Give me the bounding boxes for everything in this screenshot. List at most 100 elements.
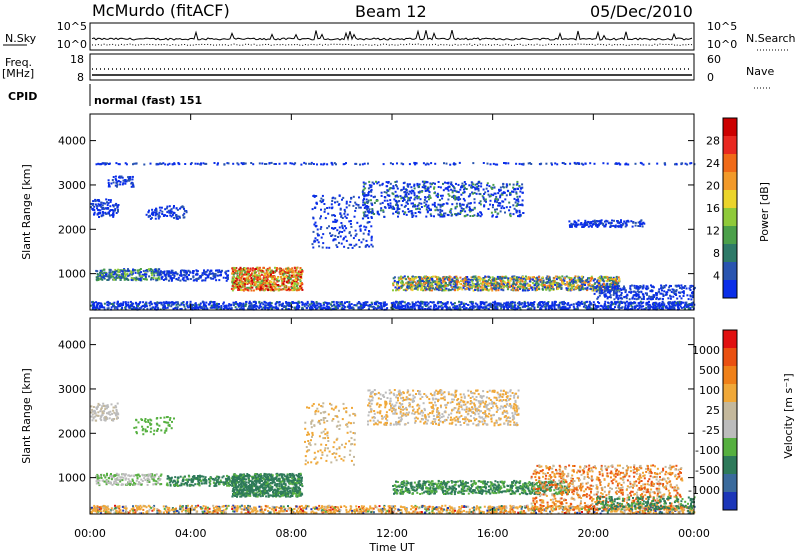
range-cell (426, 301, 429, 304)
range-cell (335, 301, 338, 304)
range-cell (274, 270, 277, 273)
range-cell (455, 278, 458, 281)
range-cell (214, 273, 217, 276)
range-cell (424, 196, 427, 199)
range-cell (280, 273, 283, 276)
range-cell (216, 269, 219, 272)
range-cell (451, 303, 454, 306)
range-cell (163, 273, 166, 276)
range-cell (390, 306, 393, 309)
range-cell (437, 280, 440, 283)
range-cell (416, 280, 419, 283)
range-cell (264, 277, 267, 280)
range-cell (419, 305, 422, 308)
range-cell (675, 302, 678, 305)
range-cell (254, 281, 257, 283)
range-cell (105, 271, 108, 274)
range-cell (362, 302, 365, 305)
range-cell (674, 304, 677, 307)
range-cell (115, 202, 118, 205)
range-cell (287, 270, 290, 273)
range-cell (638, 306, 641, 309)
range-cell (231, 271, 234, 274)
range-cell (297, 289, 300, 292)
range-cell (612, 276, 615, 279)
range-cell (590, 275, 593, 278)
range-cell (186, 276, 189, 279)
range-cell (376, 182, 379, 185)
range-cell (362, 303, 365, 306)
range-cell (283, 272, 286, 275)
range-cell (179, 308, 182, 310)
range-cell (402, 196, 404, 199)
range-cell (492, 183, 495, 186)
range-cell (434, 283, 437, 286)
range-cell (251, 279, 254, 282)
range-cell (396, 212, 399, 214)
range-cell (385, 303, 388, 306)
range-cell (455, 275, 458, 278)
range-cell (647, 303, 650, 306)
range-cell (128, 179, 131, 182)
range-cell (200, 307, 203, 309)
range-cell (402, 289, 405, 291)
range-cell (423, 282, 426, 285)
range-cell (160, 271, 163, 274)
range-cell (397, 289, 400, 292)
range-cell (513, 276, 516, 279)
range-cell (270, 302, 273, 305)
range-cell (162, 279, 165, 281)
range-cell (149, 301, 152, 304)
range-cell (582, 305, 585, 308)
range-cell (266, 282, 269, 285)
range-cell (467, 278, 470, 281)
range-cell (181, 278, 184, 281)
range-cell (502, 279, 505, 282)
range-cell (462, 197, 465, 200)
range-cell (99, 271, 101, 274)
range-cell (145, 278, 148, 281)
range-cell (258, 300, 261, 303)
range-cell (534, 287, 537, 290)
range-cell (445, 187, 448, 190)
range-cell (481, 279, 484, 282)
range-cell (242, 284, 245, 287)
range-cell (639, 304, 641, 307)
range-cell (570, 303, 573, 306)
range-cell (667, 302, 670, 304)
range-cell (220, 305, 223, 307)
range-cell (118, 303, 121, 306)
range-cell (441, 302, 444, 304)
range-cell (195, 304, 198, 307)
range-cell (114, 175, 117, 178)
range-cell (212, 303, 215, 306)
range-cell (463, 188, 465, 191)
range-cell (421, 284, 424, 287)
range-cell (525, 287, 528, 290)
range-cell (553, 282, 556, 284)
range-cell (567, 276, 570, 279)
range-cell (413, 303, 416, 305)
range-cell (598, 302, 601, 305)
range-cell (442, 189, 445, 192)
range-cell (245, 282, 248, 284)
range-cell (587, 283, 590, 286)
range-cell (440, 279, 442, 282)
range-cell (282, 282, 285, 285)
range-cell (157, 215, 160, 218)
range-cell (493, 192, 496, 195)
range-cell (436, 285, 439, 288)
range-cell (508, 209, 511, 212)
range-cell (264, 284, 267, 287)
range-cell (164, 208, 167, 211)
range-cell (470, 184, 473, 187)
range-cell (322, 307, 325, 309)
range-cell (453, 186, 455, 189)
range-cell (580, 283, 583, 286)
range-cell (251, 306, 254, 309)
range-cell (426, 181, 429, 184)
range-cell (502, 185, 504, 188)
range-cell (442, 279, 445, 282)
range-cell (147, 268, 150, 271)
range-cell (218, 305, 221, 308)
